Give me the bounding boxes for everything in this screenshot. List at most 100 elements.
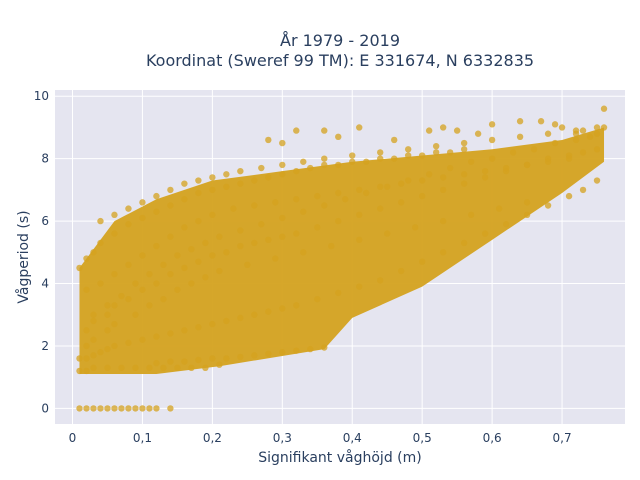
data-point	[209, 355, 216, 362]
data-point	[349, 152, 356, 159]
data-point	[76, 264, 83, 272]
data-point	[314, 224, 321, 231]
data-point	[600, 105, 608, 112]
data-point	[153, 405, 160, 412]
data-point	[139, 214, 146, 222]
data-point	[202, 364, 209, 372]
data-point	[439, 174, 447, 181]
data-point	[153, 333, 160, 340]
data-point	[223, 171, 230, 178]
data-point	[335, 217, 342, 225]
x-tick-label: 0,6	[483, 431, 502, 445]
data-point	[181, 264, 188, 272]
data-point	[481, 167, 489, 175]
data-point	[90, 364, 97, 372]
data-point	[488, 136, 496, 144]
data-point	[572, 136, 580, 144]
y-tick-label: 4	[41, 277, 49, 291]
data-point	[125, 261, 132, 269]
data-point	[83, 286, 90, 293]
data-point	[404, 177, 412, 184]
data-point	[209, 211, 216, 219]
data-point	[300, 208, 307, 215]
data-point	[544, 130, 552, 137]
data-point	[335, 161, 342, 169]
x-tick-label: 0,5	[413, 431, 432, 445]
data-point	[391, 136, 398, 144]
data-point	[111, 302, 118, 309]
data-point	[237, 227, 244, 234]
y-tick-label: 0	[41, 401, 49, 415]
x-tick-label: 0,7	[553, 431, 572, 445]
x-tick-label: 0,2	[203, 431, 222, 445]
data-point	[279, 305, 286, 312]
data-point	[258, 164, 265, 172]
data-point	[579, 186, 587, 194]
data-point	[237, 180, 244, 187]
data-point	[104, 302, 111, 309]
data-point	[272, 255, 279, 262]
data-point	[125, 221, 132, 228]
data-point	[453, 127, 461, 134]
data-point	[125, 405, 132, 412]
data-point	[586, 133, 594, 141]
data-point	[593, 130, 601, 137]
data-point	[425, 171, 433, 178]
data-point	[111, 270, 118, 278]
data-point	[160, 364, 167, 372]
data-point	[265, 350, 272, 357]
data-point	[181, 327, 188, 334]
data-point	[293, 230, 300, 237]
data-point	[279, 161, 286, 169]
data-point	[523, 199, 531, 206]
data-point	[551, 139, 559, 147]
data-point	[104, 327, 111, 334]
data-point	[481, 230, 489, 237]
data-point	[216, 361, 223, 368]
data-point	[460, 180, 468, 187]
data-point	[132, 364, 139, 372]
data-point	[307, 345, 314, 353]
data-point	[439, 124, 447, 131]
y-tick-label: 6	[41, 214, 49, 228]
data-point	[132, 280, 139, 287]
data-point	[279, 349, 286, 356]
data-point	[76, 405, 83, 412]
data-point	[90, 336, 97, 343]
data-point	[195, 356, 202, 364]
data-point	[132, 405, 139, 412]
data-point	[146, 364, 153, 372]
data-point	[467, 211, 475, 219]
data-point	[523, 211, 531, 219]
y-tick-label: 2	[41, 339, 49, 353]
y-tick-label: 8	[41, 152, 49, 166]
y-tick-labels: 0 2 4 6 8 10	[34, 89, 49, 415]
data-point	[195, 177, 202, 184]
data-point	[321, 155, 328, 162]
data-point	[209, 320, 216, 328]
data-point	[216, 233, 223, 240]
data-point	[251, 352, 258, 359]
data-point	[439, 249, 447, 256]
data-point	[90, 317, 97, 325]
data-point	[307, 164, 314, 172]
data-point	[481, 174, 489, 181]
data-point	[237, 167, 244, 175]
data-point	[209, 186, 216, 194]
data-point	[167, 270, 174, 278]
data-point	[460, 139, 468, 147]
x-tick-label: 0,1	[133, 431, 152, 445]
data-point	[76, 367, 83, 375]
data-point	[97, 239, 104, 247]
data-point	[76, 355, 83, 362]
data-point	[195, 258, 202, 265]
y-axis-label: Vågperiod (s)	[15, 210, 32, 303]
data-point	[97, 217, 104, 225]
data-point	[90, 352, 97, 359]
data-point	[167, 405, 174, 412]
data-point	[397, 199, 405, 206]
data-point	[167, 186, 174, 194]
data-point	[335, 133, 342, 141]
chart-title-line1: År 1979 - 2019	[280, 31, 400, 50]
data-point	[467, 158, 475, 165]
